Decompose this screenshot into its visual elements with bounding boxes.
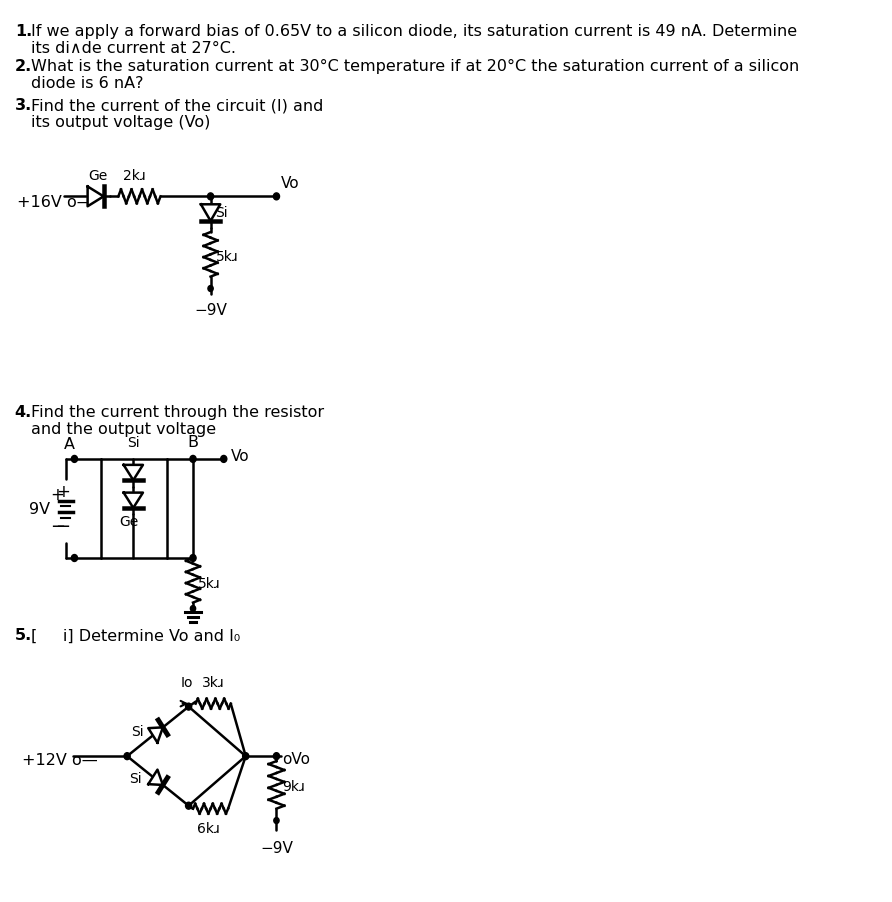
Text: If we apply a forward bias of 0.65V to a silicon diode, its saturation current i: If we apply a forward bias of 0.65V to a…	[30, 24, 797, 39]
Polygon shape	[87, 188, 103, 207]
Circle shape	[273, 194, 279, 200]
Polygon shape	[148, 769, 163, 785]
Circle shape	[124, 753, 130, 759]
Circle shape	[243, 753, 249, 759]
Text: Vo: Vo	[231, 449, 250, 464]
Text: +12V o—: +12V o—	[21, 751, 97, 767]
Text: 3kɹ: 3kɹ	[202, 675, 225, 689]
Text: What is the saturation current at 30°C temperature if at 20°C the saturation cur: What is the saturation current at 30°C t…	[30, 59, 798, 74]
Circle shape	[190, 606, 195, 612]
Circle shape	[71, 456, 78, 463]
Circle shape	[186, 704, 192, 710]
Text: Si: Si	[127, 436, 139, 449]
Polygon shape	[124, 465, 143, 481]
Circle shape	[186, 803, 192, 809]
Text: 9V: 9V	[29, 502, 50, 516]
Text: its output voltage (Vo): its output voltage (Vo)	[30, 115, 210, 130]
Text: Ge: Ge	[88, 169, 108, 182]
Text: −: −	[50, 518, 65, 536]
Text: diode is 6 nA?: diode is 6 nA?	[30, 76, 143, 90]
Text: Io: Io	[180, 675, 193, 689]
Polygon shape	[124, 493, 143, 509]
Circle shape	[208, 194, 214, 200]
Text: 2.: 2.	[14, 59, 32, 74]
Text: 6kɹ: 6kɹ	[197, 821, 220, 834]
Polygon shape	[148, 728, 163, 743]
Text: Si: Si	[215, 206, 227, 220]
Text: Find the current through the resistor: Find the current through the resistor	[30, 405, 324, 420]
Text: −9V: −9V	[194, 303, 227, 318]
Text: 5kɹ: 5kɹ	[198, 576, 221, 590]
Circle shape	[274, 818, 279, 824]
Text: Vo: Vo	[281, 176, 300, 191]
Text: Si: Si	[131, 724, 145, 739]
Circle shape	[190, 555, 196, 562]
Text: +: +	[56, 482, 70, 500]
Text: B: B	[187, 435, 199, 449]
Circle shape	[190, 456, 196, 463]
Text: Ge: Ge	[120, 515, 138, 529]
Circle shape	[208, 286, 213, 292]
Text: −9V: −9V	[260, 841, 293, 855]
Text: oVo: oVo	[283, 750, 310, 766]
Polygon shape	[201, 205, 220, 222]
Text: 1.: 1.	[14, 24, 32, 39]
Text: 9kɹ: 9kɹ	[283, 779, 305, 793]
Text: its di∧de current at 27°C.: its di∧de current at 27°C.	[30, 41, 235, 56]
Text: Si: Si	[128, 771, 142, 785]
Text: 3.: 3.	[14, 98, 32, 113]
Text: 2kɹ: 2kɹ	[123, 169, 145, 182]
Text: +16V o—: +16V o—	[17, 195, 93, 209]
Text: 4.: 4.	[14, 405, 32, 420]
Circle shape	[220, 456, 227, 463]
Text: 5.: 5.	[14, 628, 32, 642]
Circle shape	[71, 555, 78, 562]
Text: [     i] Determine Vo and I₀: [ i] Determine Vo and I₀	[30, 628, 240, 642]
Text: 5kɹ: 5kɹ	[216, 250, 238, 263]
Text: and the output voltage: and the output voltage	[30, 422, 216, 437]
Text: +: +	[50, 485, 63, 503]
Text: A: A	[64, 437, 75, 452]
Circle shape	[273, 753, 279, 759]
Text: −: −	[55, 518, 70, 536]
Text: Find the current of the circuit (I) and: Find the current of the circuit (I) and	[30, 98, 323, 113]
